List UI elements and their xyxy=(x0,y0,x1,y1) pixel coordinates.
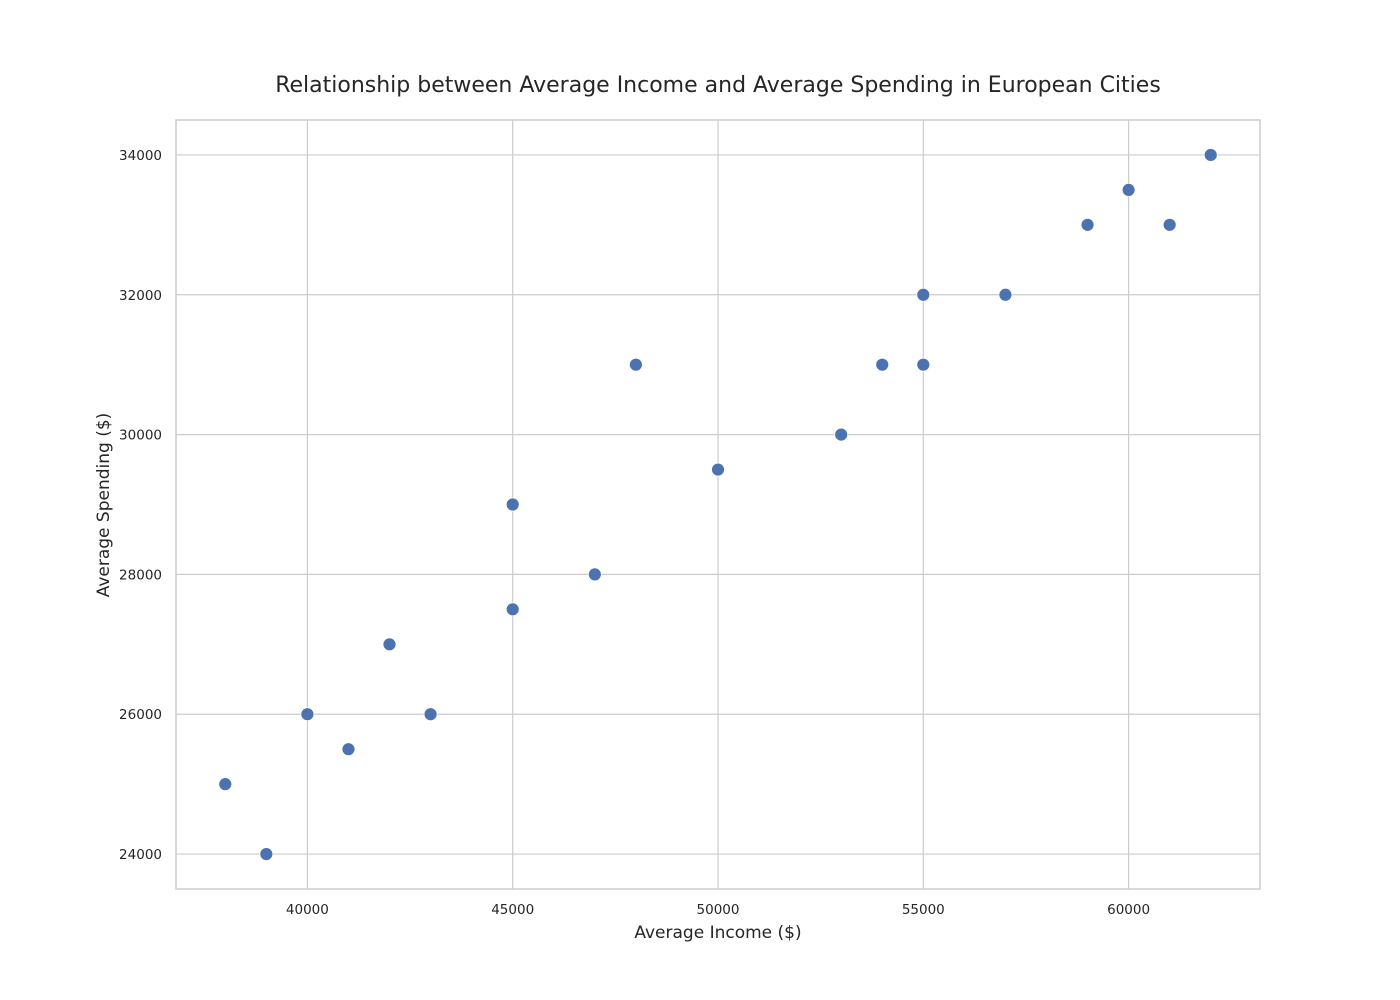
x-axis-label: Average Income ($) xyxy=(634,923,801,943)
y-tick-label: 26000 xyxy=(119,707,162,723)
data-point xyxy=(218,777,233,792)
data-point xyxy=(1162,217,1177,232)
data-point xyxy=(1121,183,1136,197)
chart-title: Relationship between Average Income and … xyxy=(275,73,1161,98)
x-tick-label: 55000 xyxy=(902,902,945,918)
data-point xyxy=(505,497,520,512)
data-points xyxy=(218,148,1218,861)
x-tick-label: 50000 xyxy=(697,902,740,918)
data-point xyxy=(1080,217,1095,232)
data-point xyxy=(916,287,931,302)
data-point xyxy=(1203,148,1218,162)
data-point xyxy=(382,637,397,652)
y-tick-label: 24000 xyxy=(119,847,162,863)
data-point xyxy=(628,357,643,372)
y-tick-label: 30000 xyxy=(119,428,162,444)
data-point xyxy=(875,357,890,372)
y-tick-label: 34000 xyxy=(119,148,162,164)
data-point xyxy=(834,427,849,442)
x-tick-label: 45000 xyxy=(491,902,534,918)
data-point xyxy=(300,707,315,722)
x-tick-label: 60000 xyxy=(1107,902,1150,918)
data-point xyxy=(259,847,274,861)
x-tick-labels: 40000 45000 50000 55000 60000 xyxy=(286,902,1150,918)
data-point xyxy=(998,287,1013,302)
y-axis-label: Average Spending ($) xyxy=(94,413,114,598)
x-tick-label: 40000 xyxy=(286,902,329,918)
plot-frame xyxy=(175,119,1261,890)
y-tick-label: 32000 xyxy=(119,288,162,304)
y-tick-labels: 24000 26000 28000 30000 32000 34000 xyxy=(119,148,162,863)
data-point xyxy=(916,357,931,372)
data-point xyxy=(505,602,520,617)
data-point xyxy=(423,707,438,722)
data-point xyxy=(711,462,725,477)
grid-lines xyxy=(176,120,1260,889)
data-point xyxy=(587,567,602,582)
data-point xyxy=(341,742,356,757)
y-tick-label: 28000 xyxy=(119,567,162,583)
